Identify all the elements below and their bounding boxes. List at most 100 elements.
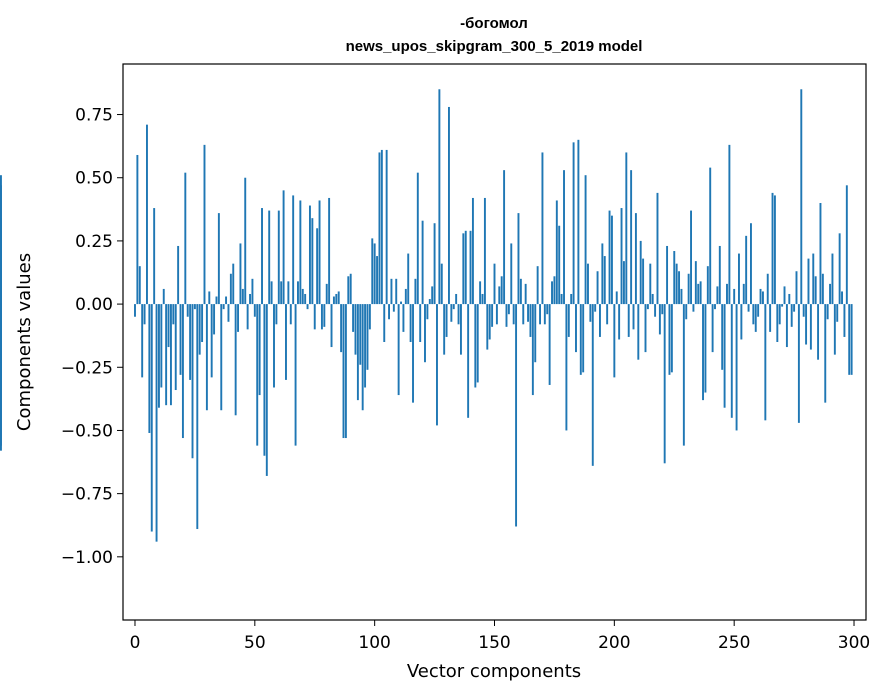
bar-component-216 [651, 293, 654, 305]
bar-component-177 [558, 225, 561, 305]
bar-component-238 [704, 304, 707, 393]
bar-component-283 [812, 253, 815, 305]
bar-component-210 [637, 304, 640, 360]
y-tick-label: 0.50 [75, 169, 113, 189]
bar-component-243 [716, 286, 719, 305]
y-tick-label: −0.25 [61, 358, 113, 378]
bar-component-187 [582, 304, 585, 373]
bar-component-281 [807, 258, 810, 305]
bar-component-137 [462, 233, 465, 305]
bar-component-125 [433, 223, 436, 305]
bar-component-19 [179, 304, 182, 375]
bar-component-116 [412, 304, 414, 403]
bar-component-56 [268, 210, 271, 305]
bar-component-266 [771, 192, 774, 305]
bar-component-214 [646, 304, 649, 310]
bar-component-4 [143, 304, 146, 325]
bar-component-170 [541, 152, 544, 305]
bar-component-45 [241, 288, 244, 305]
bar-component-299 [850, 304, 853, 375]
bar-component-188 [584, 175, 587, 305]
bar-component-88 [344, 304, 347, 439]
bar-component-144 [479, 281, 482, 305]
bar-component-41 [232, 263, 235, 305]
bar-component-196 [603, 256, 606, 305]
bar-component-130 [445, 304, 448, 337]
bar-component-249 [730, 304, 733, 418]
bar-component-213 [644, 304, 647, 353]
bar-component-184 [575, 304, 577, 353]
bar-component-158 [512, 304, 515, 325]
bar-component-248 [728, 144, 731, 305]
bar-component-101 [376, 256, 379, 305]
bar-component-181 [567, 304, 570, 337]
bar-component-35 [217, 213, 220, 305]
bar-component-5 [146, 124, 148, 305]
bar-component-198 [608, 210, 611, 305]
bar-component-39 [227, 304, 230, 322]
bar-component-240 [709, 167, 712, 305]
bar-component-12 [162, 288, 165, 305]
bar-component-284 [814, 276, 817, 305]
bar-component-228 [680, 288, 683, 305]
bar-component-270 [781, 304, 784, 307]
bar-component-17 [174, 304, 177, 391]
bar-component-273 [788, 293, 791, 305]
bar-component-189 [587, 263, 589, 305]
bar-component-78 [320, 304, 323, 330]
bar-component-31 [208, 291, 211, 305]
bar-component-199 [610, 215, 613, 305]
bar-component-285 [817, 304, 820, 360]
bar-component-203 [620, 208, 623, 305]
x-axis-ticks: 0 50 100 150 200 250 300 [130, 620, 870, 653]
bar-component-93 [356, 304, 359, 401]
bar-component-297 [845, 185, 848, 305]
bar-component-265 [769, 304, 772, 332]
bar-component-165 [529, 304, 532, 337]
bar-component-127 [438, 89, 441, 305]
bar-component-288 [824, 304, 827, 403]
bar-component-72 [306, 304, 309, 310]
bar-component-79 [323, 304, 326, 327]
bar-component-294 [838, 233, 841, 305]
bar-component-290 [829, 283, 832, 305]
bar-component-276 [795, 271, 798, 305]
x-tick-label: 100 [358, 633, 390, 653]
bar-component-122 [426, 304, 429, 320]
bar-component-96 [364, 304, 367, 388]
bar-component-84 [335, 293, 338, 305]
bar-component-157 [510, 243, 513, 305]
bar-component-220 [661, 304, 664, 315]
bar-component-278 [800, 89, 803, 305]
bar-component-149 [491, 304, 494, 327]
bar-component-150 [493, 263, 496, 305]
bar-component-87 [342, 304, 345, 439]
bar-component-191 [591, 304, 594, 466]
bar-component-195 [601, 243, 604, 305]
bar-component-44 [239, 243, 242, 305]
bar-component-99 [371, 238, 374, 305]
bar-component-53 [261, 208, 263, 305]
bar-component-98 [368, 304, 371, 330]
bar-component-65 [289, 304, 292, 325]
bar-component-136 [459, 304, 462, 355]
bar-component-58 [273, 304, 275, 388]
bar-component-0 [134, 304, 136, 317]
bar-component-89 [347, 276, 350, 305]
bar-component-298 [848, 304, 851, 375]
y-tick-label: −0.75 [61, 485, 113, 505]
bar-component-80 [325, 283, 328, 305]
bar-component-14 [167, 304, 170, 348]
bar-component-260 [757, 304, 760, 317]
bar-component-239 [706, 266, 709, 305]
bar-component-258 [752, 304, 755, 325]
bar-component-178 [560, 293, 563, 305]
bar-component-43 [237, 304, 240, 332]
bar-component-271 [783, 286, 786, 305]
bar-component-244 [718, 245, 721, 305]
bar-component-25 [193, 304, 196, 310]
bar-component-26 [196, 304, 199, 530]
plot-frame [122, 63, 867, 621]
bar-component-143 [476, 304, 479, 383]
bar-component-204 [622, 261, 625, 305]
